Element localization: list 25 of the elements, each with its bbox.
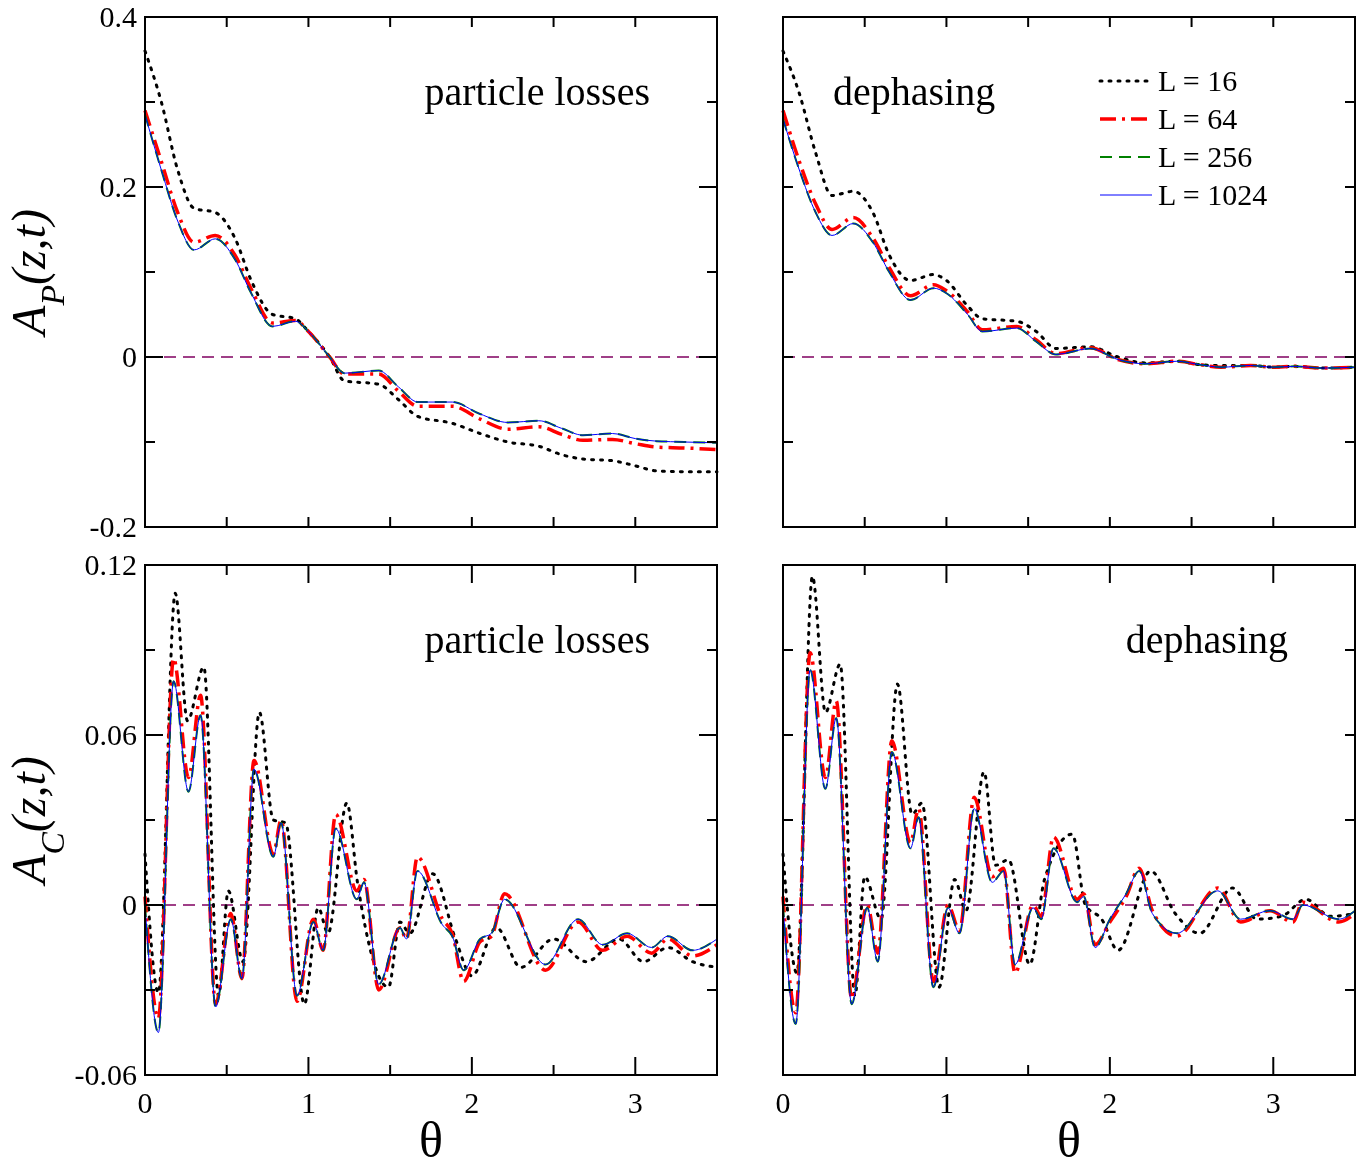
y-tick-label: 0.4 bbox=[99, 0, 137, 33]
y-tick-label: 0.06 bbox=[84, 718, 137, 751]
annotation: particle losses bbox=[424, 69, 650, 114]
y-tick-label: 0.2 bbox=[99, 170, 137, 203]
annotation: particle losses bbox=[424, 617, 650, 662]
annotation: dephasing bbox=[1125, 617, 1288, 662]
legend-label: L = 16 bbox=[1158, 64, 1238, 97]
y-tick-label: -0.2 bbox=[89, 510, 137, 543]
y-tick-label: 0 bbox=[122, 340, 137, 373]
x-tick-label: 2 bbox=[1102, 1086, 1118, 1119]
x-tick-label: 1 bbox=[300, 1086, 316, 1119]
legend-label: L = 1024 bbox=[1158, 178, 1268, 211]
annotation: dephasing bbox=[833, 69, 996, 114]
x-axis-title: θ bbox=[419, 1112, 443, 1165]
x-tick-label: 3 bbox=[627, 1086, 643, 1119]
y-tick-label: 0.12 bbox=[84, 548, 137, 581]
x-tick-label: 3 bbox=[1265, 1086, 1281, 1119]
x-tick-label: 1 bbox=[938, 1086, 954, 1119]
y-tick-label: -0.06 bbox=[74, 1058, 137, 1091]
legend-label: L = 64 bbox=[1158, 102, 1238, 135]
y-tick-label: 0 bbox=[122, 888, 137, 921]
x-tick-label: 0 bbox=[775, 1086, 791, 1119]
x-axis-title: θ bbox=[1057, 1112, 1081, 1165]
x-tick-label: 2 bbox=[464, 1086, 480, 1119]
legend-label: L = 256 bbox=[1158, 140, 1253, 173]
